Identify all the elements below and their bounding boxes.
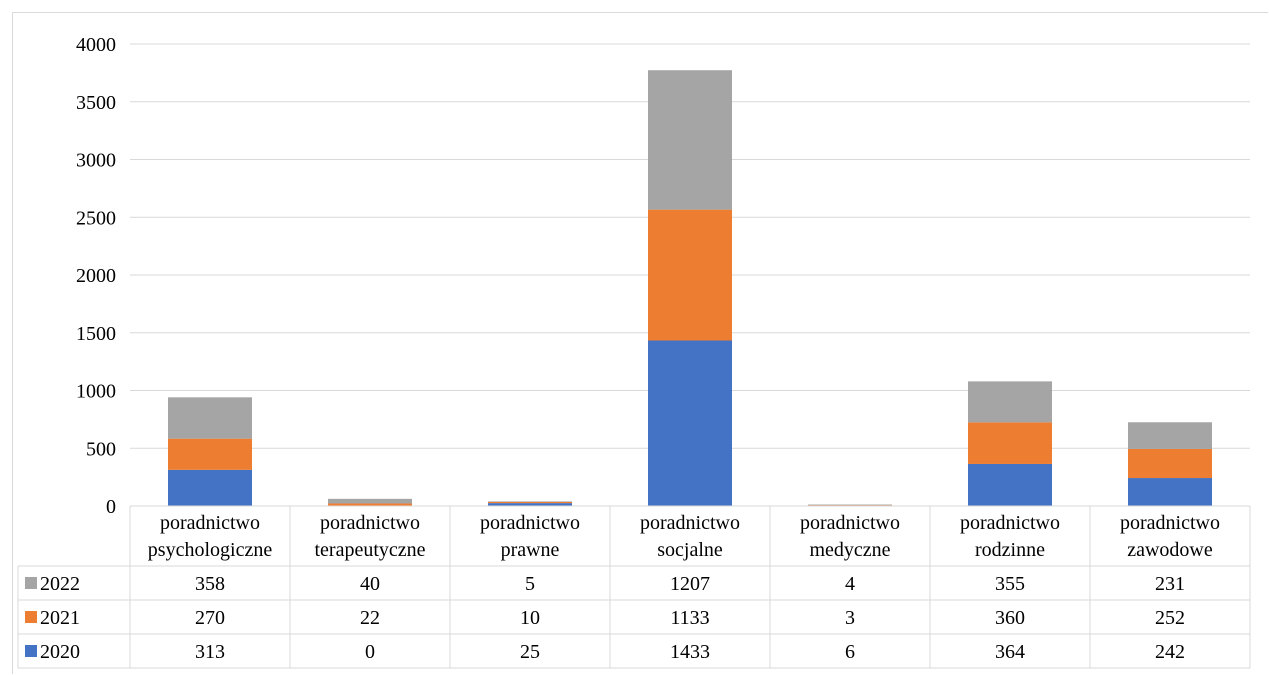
legend-label-2021: 2021 [40, 607, 80, 629]
bar-2022-5 [968, 381, 1052, 423]
cell-2021-0: 270 [195, 607, 225, 629]
bar-2022-2 [488, 501, 572, 502]
bar-2022-0 [168, 397, 252, 439]
cell-2020-4: 6 [845, 641, 855, 663]
cell-2021-4: 3 [845, 607, 855, 629]
y-tick-label-1500: 1500 [76, 323, 116, 345]
cell-2020-0: 313 [195, 641, 225, 663]
y-tick-label-0: 0 [106, 496, 116, 518]
category-label-3-0: poradnictwo [640, 512, 740, 534]
data-table: poradnictwo psychologiczne poradnictwo tera… [17, 505, 1251, 669]
category-label-2-0: poradnictwo [480, 512, 580, 534]
legend-label-2022: 2022 [40, 573, 80, 595]
cell-2022-2: 5 [525, 573, 535, 595]
bars [168, 70, 1212, 506]
cell-2021-5: 360 [995, 607, 1025, 629]
category-label-4-1: medyczne [809, 539, 890, 561]
legend-label-2020: 2020 [40, 641, 80, 663]
y-tick-label-2000: 2000 [76, 265, 116, 287]
cell-2022-4: 4 [845, 573, 855, 595]
cell-2021-2: 10 [520, 607, 540, 629]
legend-key-2022 [25, 577, 37, 589]
category-label-0-1: psychologiczne [148, 539, 273, 561]
bar-2021-3 [648, 209, 732, 341]
bar-2022-6 [1128, 422, 1212, 449]
bar-2021-5 [968, 422, 1052, 464]
cell-2021-3: 1133 [670, 607, 709, 629]
legend-key-2020 [25, 645, 37, 657]
cell-2022-0: 358 [195, 573, 225, 595]
category-label-5-1: rodzinne [975, 539, 1045, 561]
cell-2022-1: 40 [360, 573, 380, 595]
y-tick-label-500: 500 [86, 438, 116, 460]
category-label-0-0: poradnictwo [160, 512, 260, 534]
cell-2021-1: 22 [360, 607, 380, 629]
chart-frame [12, 12, 1268, 674]
bar-2021-6 [1128, 448, 1212, 479]
cell-2022-5: 355 [995, 573, 1025, 595]
bar-2020-3 [648, 340, 732, 506]
bar-2021-0 [168, 438, 252, 470]
y-tick-label-1000: 1000 [76, 381, 116, 403]
bar-2020-5 [968, 463, 1052, 506]
bar-2020-2 [488, 503, 572, 506]
cell-2022-3: 1207 [670, 573, 710, 595]
cell-2020-3: 1433 [670, 641, 710, 663]
cell-2020-2: 25 [520, 641, 540, 663]
bar-2020-6 [1128, 478, 1212, 506]
category-label-6-0: poradnictwo [1120, 512, 1220, 534]
bar-2022-1 [328, 498, 412, 504]
category-label-2-1: prawne [501, 539, 560, 561]
cell-2020-5: 364 [995, 641, 1025, 663]
bar-2021-1 [328, 503, 412, 506]
y-tick-label-2500: 2500 [76, 207, 116, 229]
y-axis: 0 500 1000 1500 2000 2500 3000 3500 4000 [76, 34, 116, 518]
y-tick-label-3500: 3500 [76, 92, 116, 114]
bar-2021-2 [488, 501, 572, 504]
bar-2022-3 [648, 70, 732, 210]
category-label-5-0: poradnictwo [960, 512, 1060, 534]
category-label-3-1: socjalne [657, 539, 723, 561]
bar-2020-0 [168, 469, 252, 506]
cell-2020-6: 242 [1155, 641, 1185, 663]
cell-2020-1: 0 [365, 641, 375, 663]
category-label-1-0: poradnictwo [320, 512, 420, 534]
category-label-6-1: zawodowe [1127, 539, 1213, 561]
y-tick-label-3000: 3000 [76, 150, 116, 172]
category-label-1-1: terapeutyczne [314, 539, 425, 561]
category-label-4-0: poradnictwo [800, 512, 900, 534]
cell-2021-6: 252 [1155, 607, 1185, 629]
legend-key-2021 [25, 611, 37, 623]
y-tick-label-4000: 4000 [76, 34, 116, 56]
cell-2022-6: 231 [1155, 573, 1185, 595]
